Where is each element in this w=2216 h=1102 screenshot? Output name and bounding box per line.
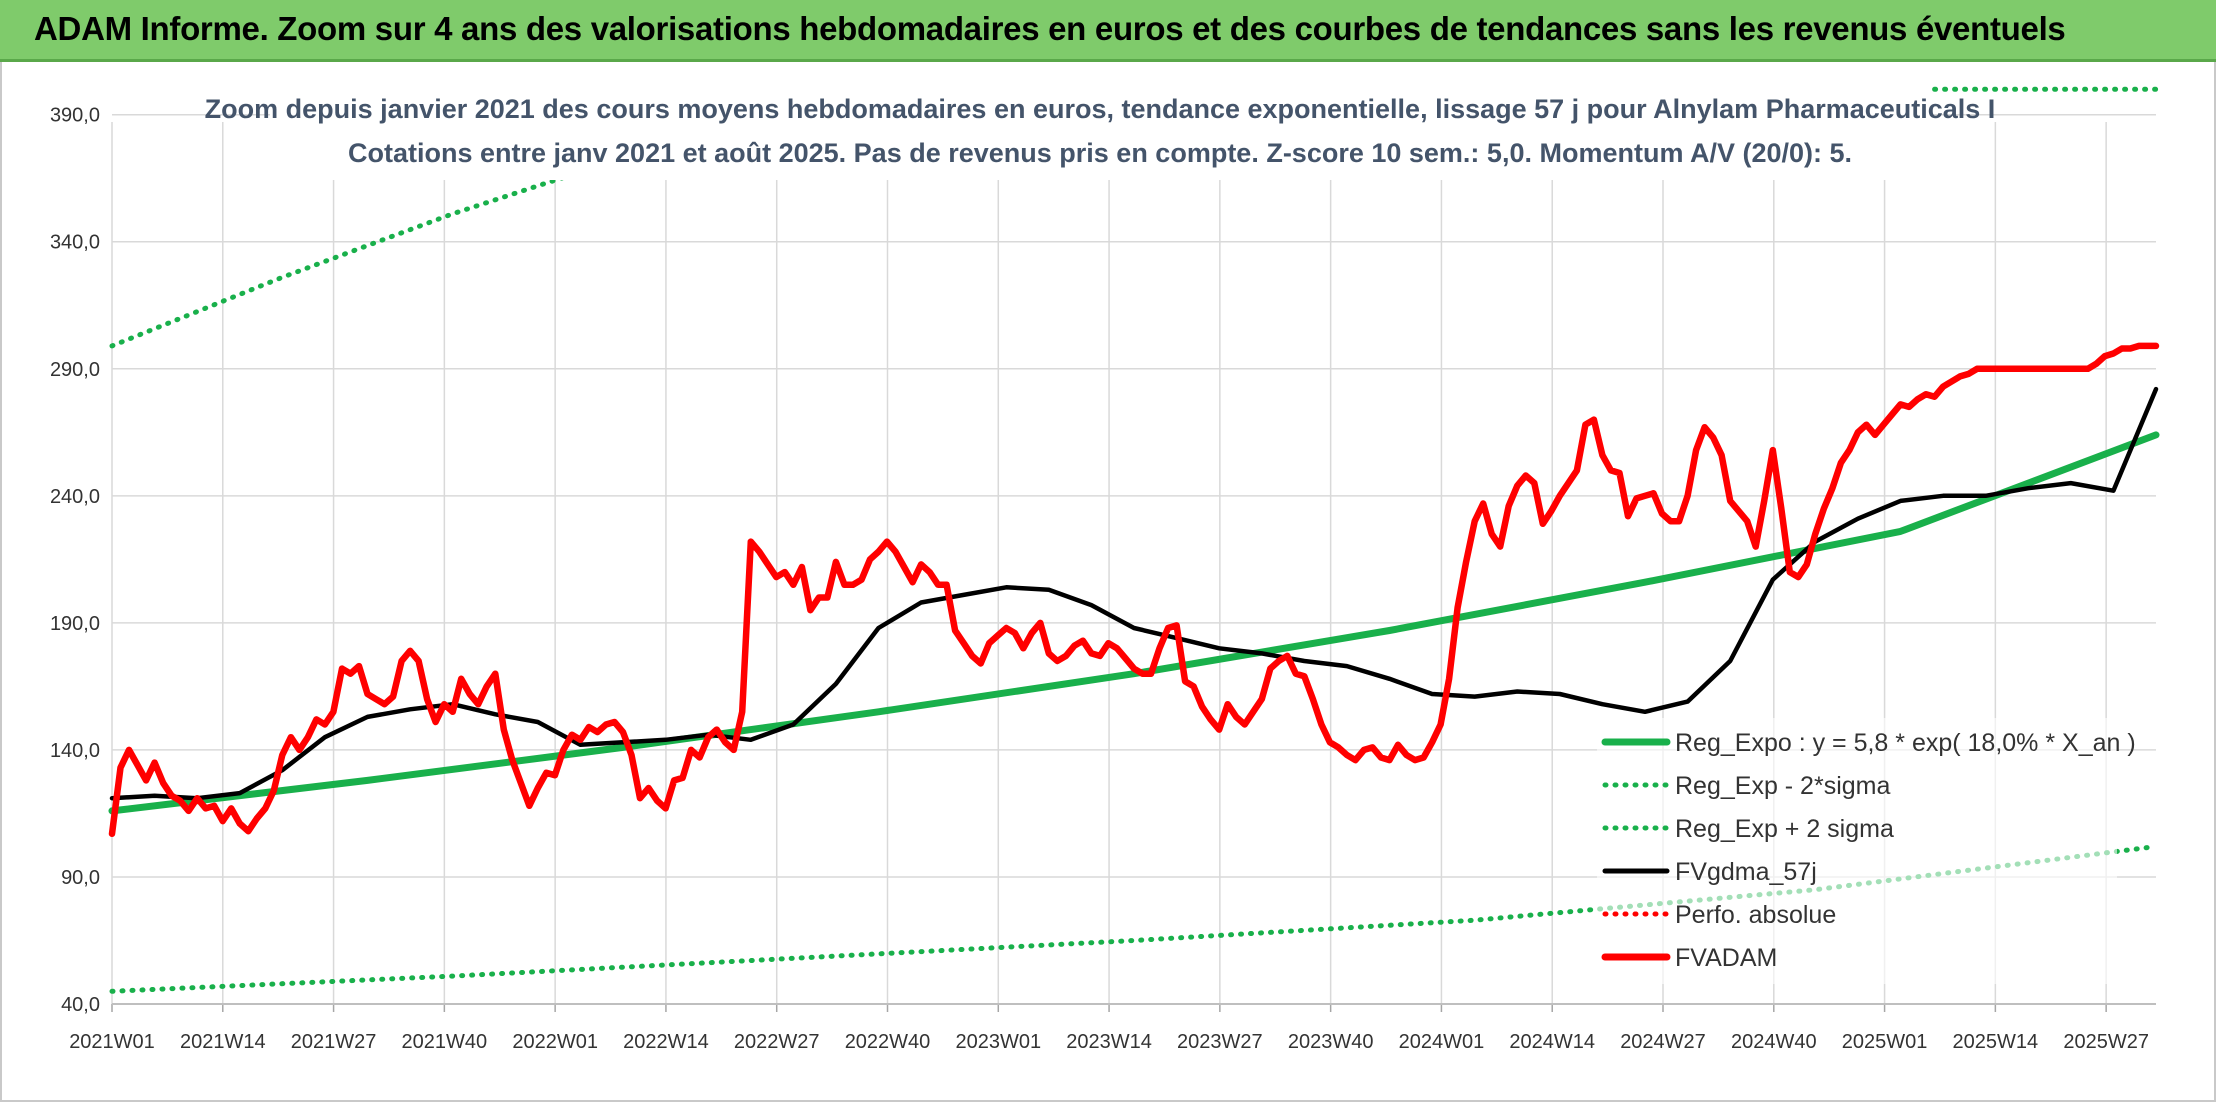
x-tick-label: 2025W14 xyxy=(1953,1031,2039,1053)
series-reg-expo xyxy=(108,431,2160,815)
x-tick-label: 2022W27 xyxy=(734,1031,820,1053)
legend-label: Reg_Exp - 2*sigma xyxy=(1675,772,1890,800)
chart-title-line2: Cotations entre janv 2021 et août 2025. … xyxy=(348,138,1852,168)
x-tick-label: 2021W14 xyxy=(180,1031,266,1053)
x-tick-label: 2025W27 xyxy=(2063,1031,2149,1053)
x-tick-label: 2024W01 xyxy=(1399,1031,1485,1053)
y-tick-label: 340,0 xyxy=(50,232,100,254)
title-background xyxy=(270,80,1930,180)
axes: 40,0 90,0 140,0 190,0 240,0 290,0 340,0 390,0 20… xyxy=(50,105,2156,1053)
x-tick-label: 2022W40 xyxy=(845,1031,931,1053)
x-tick-label: 2024W27 xyxy=(1620,1031,1706,1053)
x-tick-label: 2023W01 xyxy=(955,1031,1041,1053)
y-tick-label: 240,0 xyxy=(50,486,100,508)
x-tick-label: 2023W40 xyxy=(1288,1031,1374,1053)
legend-label: FVADAM xyxy=(1675,944,1777,972)
y-tick-label: 190,0 xyxy=(50,613,100,635)
legend-label: Reg_Exp + 2 sigma xyxy=(1675,815,1894,843)
legend-label: Reg_Expo : y = 5,8 * exp( 18,0% * X_an ) xyxy=(1675,729,2136,757)
legend-background xyxy=(1597,718,2117,984)
x-tick-label: 2025W01 xyxy=(1842,1031,1928,1053)
legend-label: FVgdma_57j xyxy=(1675,858,1817,886)
banner-title: ADAM Informe. Zoom sur 4 ans des valoris… xyxy=(34,10,2066,47)
y-tick-label: 90,0 xyxy=(61,867,100,889)
chart-title-line1: Zoom depuis janvier 2021 des cours moyen… xyxy=(205,94,1996,124)
x-tick-label: 2023W27 xyxy=(1177,1031,1263,1053)
x-tick-label: 2024W14 xyxy=(1509,1031,1595,1053)
x-tick-label: 2021W27 xyxy=(291,1031,377,1053)
y-tick-label: 290,0 xyxy=(50,359,100,381)
series-reg-exp-plus-2sigma xyxy=(109,117,779,349)
y-tick-label: 140,0 xyxy=(50,740,100,762)
series xyxy=(108,86,2160,994)
x-tick-label: 2023W14 xyxy=(1066,1031,1152,1053)
series-reg-exp-minus-2sigma xyxy=(109,844,2159,994)
y-tick-label: 40,0 xyxy=(61,994,100,1016)
header-banner: ADAM Informe. Zoom sur 4 ans des valoris… xyxy=(0,0,2216,62)
x-tick-label: 2022W01 xyxy=(512,1031,598,1053)
x-tick-label: 2021W01 xyxy=(69,1031,155,1053)
series-fvadam xyxy=(108,342,2160,838)
legend: Reg_Expo : y = 5,8 * exp( 18,0% * X_an )… xyxy=(1597,718,2136,984)
legend-label: Perfo. absolue xyxy=(1675,901,1836,929)
x-tick-label: 2021W40 xyxy=(402,1031,488,1053)
x-tick-label: 2022W14 xyxy=(623,1031,709,1053)
x-tick-label: 2024W40 xyxy=(1731,1031,1817,1053)
y-tick-label: 390,0 xyxy=(50,105,100,127)
